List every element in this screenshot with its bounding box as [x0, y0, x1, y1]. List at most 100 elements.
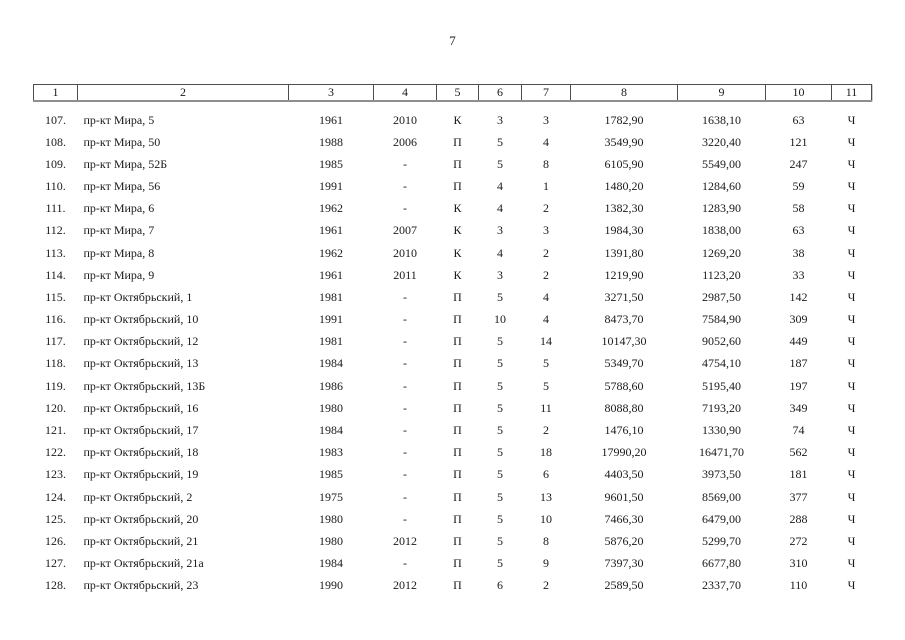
value-cell: Ч [847, 178, 856, 193]
value-cell: 4 [497, 178, 503, 193]
value-cell: 2 [543, 578, 549, 593]
value-cell: 3549,90 [604, 134, 644, 149]
value-cell: 7466,30 [604, 511, 644, 526]
value-cell: 4 [497, 245, 503, 260]
address-cell: пр-кт Октябрьский, 13Б [83, 378, 206, 393]
value-cell: 1991 [319, 312, 343, 327]
value-cell: 4 [497, 201, 503, 216]
value-cell: 5 [497, 556, 503, 571]
value-cell: 2011 [393, 267, 417, 282]
address-cell: пр-кт Мира, 7 [83, 223, 155, 238]
address-cell: пр-кт Октябрьский, 13 [83, 356, 199, 371]
value-cell: П [453, 423, 462, 438]
value-cell: 110 [789, 578, 808, 593]
table-row: 126. пр-кт Октябрьский, 21 1980 2012 П 5 8 5876… [34, 530, 872, 552]
value-cell: - [403, 201, 407, 216]
value-cell: Ч [847, 134, 856, 149]
value-cell: 5549,00 [702, 156, 741, 171]
value-cell: 2 [543, 423, 549, 438]
value-cell: Ч [847, 400, 856, 415]
address-cell: пр-кт Октябрьский, 1 [83, 289, 193, 304]
value-cell: 2987,50 [702, 289, 741, 304]
address-cell: пр-кт Октябрьский, 18 [83, 445, 199, 460]
table-row: 123. пр-кт Октябрьский, 19 1985 - П 5 6 4403,50… [34, 464, 872, 486]
value-cell: 5195,40 [702, 378, 741, 393]
value-cell: 2007 [393, 223, 417, 238]
value-cell: 7193,20 [702, 400, 741, 415]
value-cell: 3220,40 [702, 134, 741, 149]
value-cell: 16471,70 [699, 445, 744, 460]
column-header-4: 4 [373, 84, 437, 102]
value-cell: 2012 [393, 578, 417, 593]
value-cell: Ч [847, 156, 856, 171]
address-cell: пр-кт Октябрьский, 23 [83, 578, 199, 593]
value-cell: 10 [540, 511, 552, 526]
value-cell: 5 [497, 400, 503, 415]
value-cell: К [453, 113, 462, 127]
value-cell: Ч [847, 533, 856, 548]
table-row: 117. пр-кт Октябрьский, 12 1981 - П 5 14 10147,… [34, 331, 872, 353]
value-cell: 6105,90 [604, 156, 644, 171]
value-cell: 5 [497, 156, 503, 171]
table-row: 128. пр-кт Октябрьский, 23 1990 2012 П 6 2 2589… [34, 575, 872, 597]
value-cell: - [403, 556, 407, 571]
value-cell: 5 [497, 356, 503, 371]
value-cell: 1990 [319, 578, 343, 593]
table-row: 111. пр-кт Мира, 6 1962 - К 4 2 1382,30 1283,90 5… [34, 198, 872, 220]
row-number-cell: 108. [45, 134, 66, 149]
value-cell: 1988 [319, 134, 343, 149]
value-cell: 1980 [319, 400, 343, 415]
value-cell: 7584,90 [702, 312, 741, 327]
value-cell: 349 [789, 400, 808, 415]
value-cell: Ч [847, 445, 856, 460]
table-row: 113. пр-кт Мира, 8 1962 2010 К 4 2 1391,80 1269,… [34, 242, 872, 264]
table-row: 121. пр-кт Октябрьский, 17 1984 - П 5 2 1476,10… [34, 419, 872, 441]
value-cell: 5 [497, 289, 503, 304]
value-cell: Ч [847, 223, 856, 238]
value-cell: Ч [847, 113, 856, 127]
value-cell: П [453, 400, 462, 415]
value-cell: 1984,30 [604, 223, 644, 238]
value-cell: П [453, 156, 462, 171]
value-cell: 1382,30 [604, 201, 644, 216]
value-cell: 1480,20 [604, 178, 644, 193]
value-cell: 5 [497, 445, 503, 460]
value-cell: 14 [540, 334, 552, 349]
value-cell: 1985 [319, 156, 343, 171]
row-number-cell: 107. [45, 113, 66, 127]
column-header-3: 3 [288, 84, 374, 102]
value-cell: 4403,50 [604, 467, 644, 482]
value-cell: 8473,70 [604, 312, 644, 327]
value-cell: 449 [789, 334, 808, 349]
value-cell: 5 [497, 134, 503, 149]
value-cell: 5 [543, 378, 549, 393]
value-cell: 3 [543, 223, 549, 238]
value-cell: 5788,60 [604, 378, 644, 393]
table-row: 120. пр-кт Октябрьский, 16 1980 - П 5 11 8088,8… [34, 397, 872, 419]
value-cell: 9601,50 [604, 489, 644, 504]
row-number-cell: 121. [45, 423, 66, 438]
table-row: 118. пр-кт Октябрьский, 13 1984 - П 5 5 5349,70… [34, 353, 872, 375]
value-cell: 377 [789, 489, 808, 504]
value-cell: 2010 [393, 113, 417, 127]
value-cell: 5 [497, 378, 503, 393]
value-cell: П [453, 445, 462, 460]
column-header-2: 2 [77, 84, 289, 102]
value-cell: 6 [543, 467, 549, 482]
value-cell: 247 [789, 156, 808, 171]
value-cell: 272 [789, 533, 808, 548]
value-cell: 5876,20 [604, 533, 644, 548]
value-cell: 187 [789, 356, 808, 371]
page-number: 7 [449, 33, 456, 48]
column-header-6: 6 [478, 84, 522, 102]
address-cell: пр-кт Мира, 6 [83, 201, 155, 216]
value-cell: 1981 [319, 334, 343, 349]
value-cell: Ч [847, 356, 856, 371]
value-cell: 4754,10 [702, 356, 741, 371]
value-cell: 2010 [393, 245, 417, 260]
column-header-5: 5 [436, 84, 479, 102]
value-cell: 9 [543, 556, 549, 571]
value-cell: 63 [792, 223, 805, 238]
table-row: 122. пр-кт Октябрьский, 18 1983 - П 5 18 17990,… [34, 442, 872, 464]
value-cell: - [403, 467, 407, 482]
